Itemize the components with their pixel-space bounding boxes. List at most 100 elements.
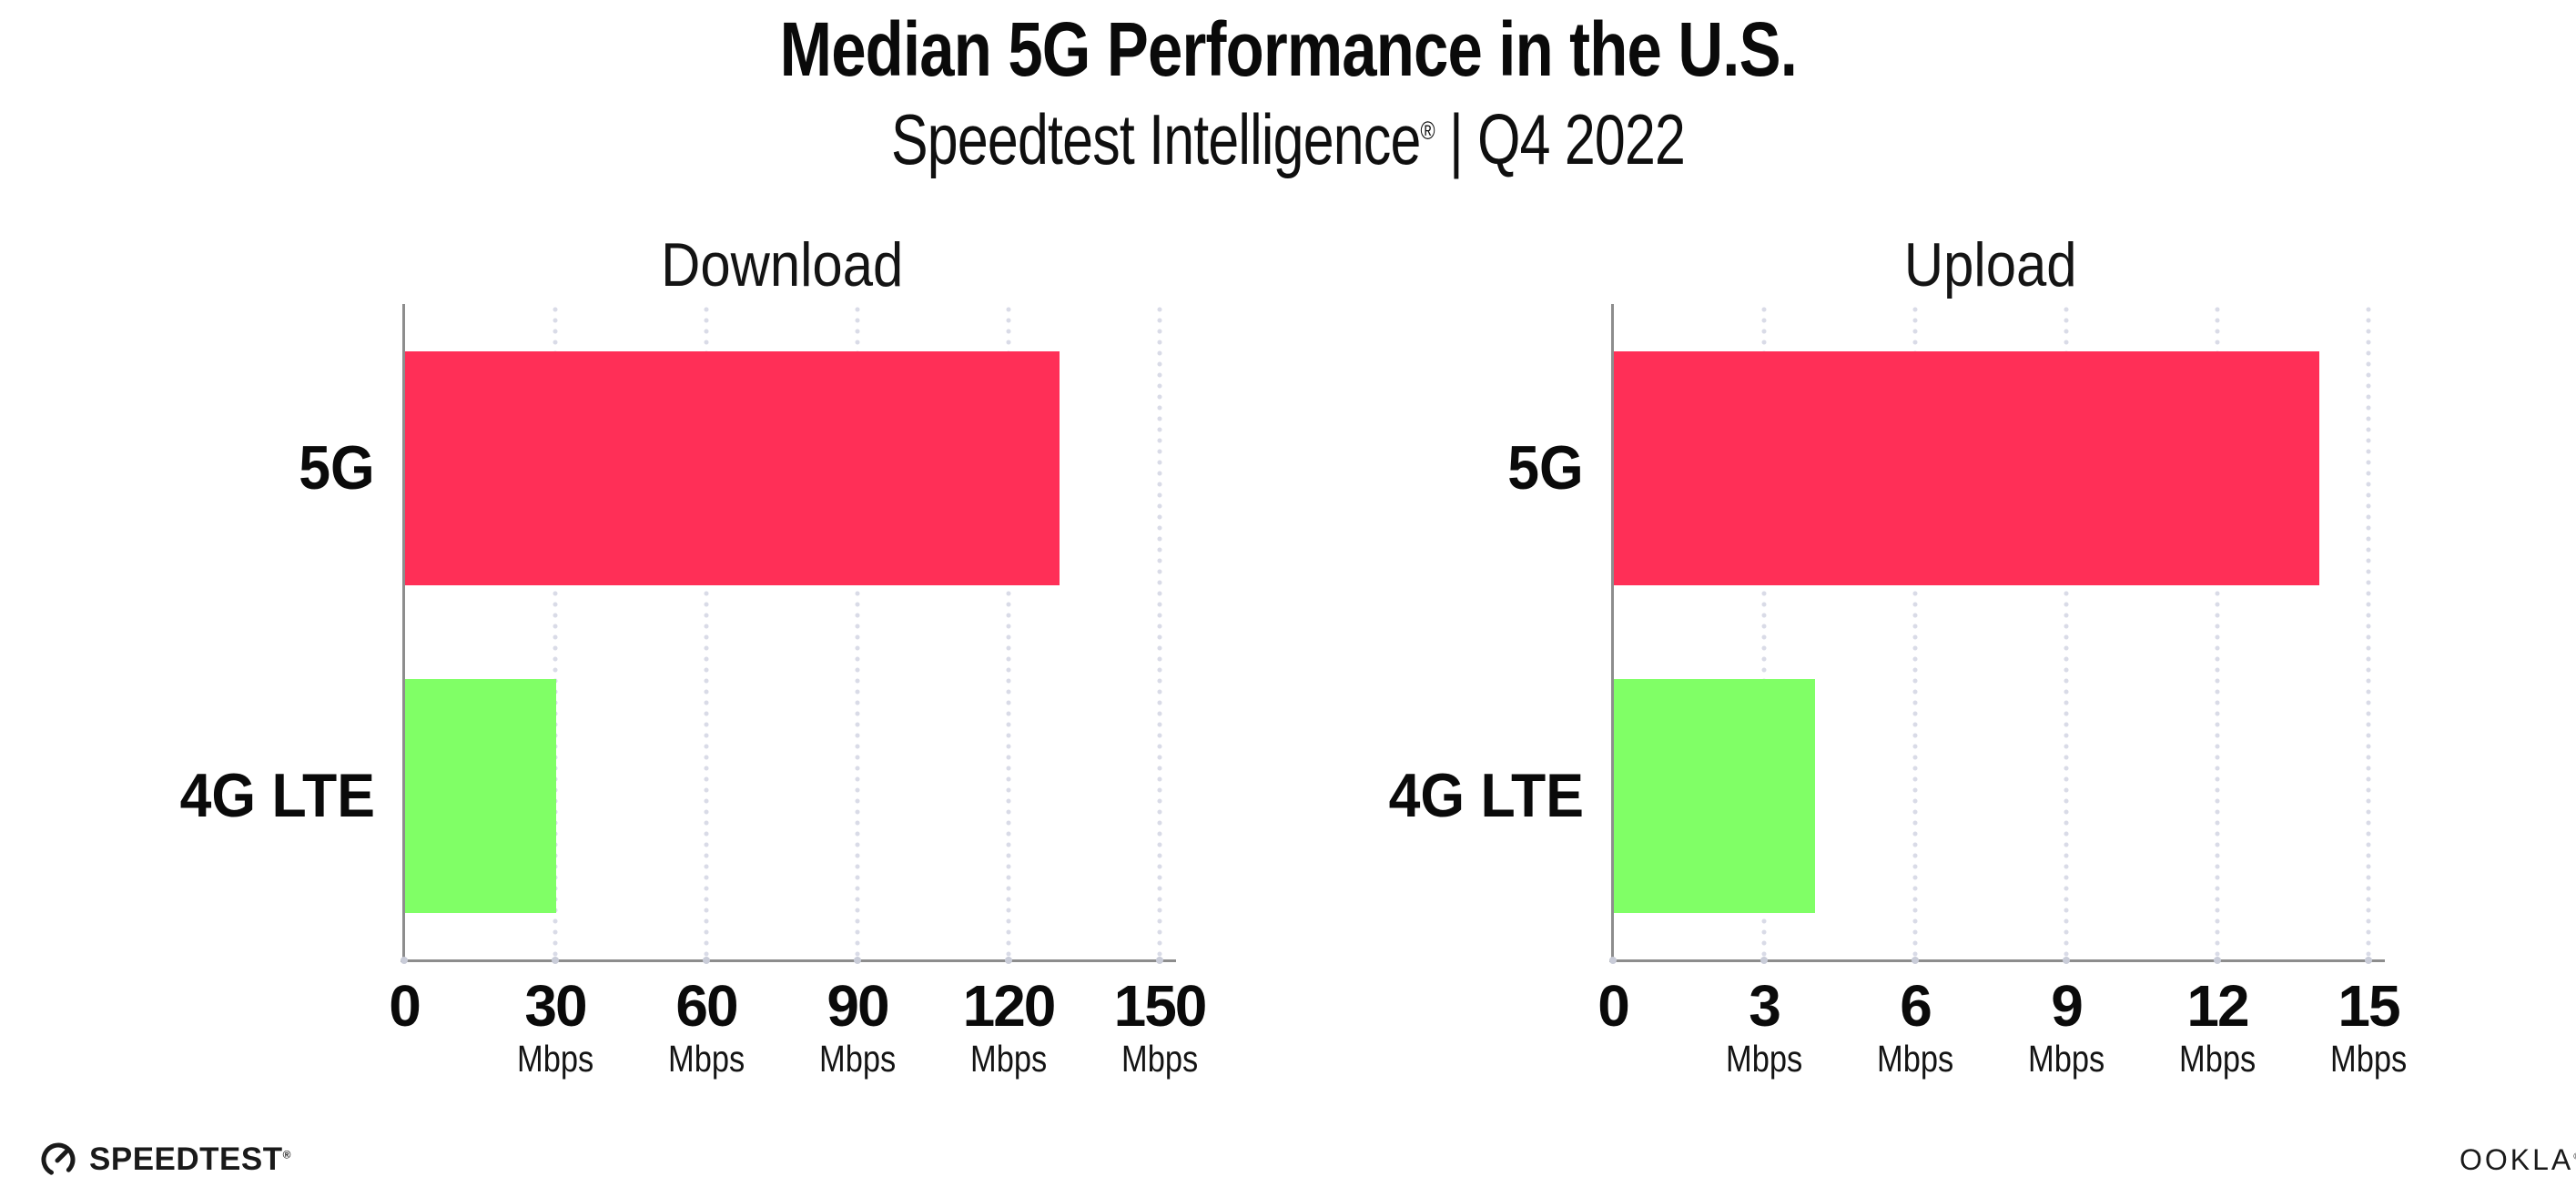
tick-unit-text: Mbps: [2027, 1038, 2105, 1080]
tick-unit-text: Mbps: [2329, 1038, 2408, 1080]
tick-value: 3: [1749, 973, 1781, 1039]
tick-value: 12: [2186, 973, 2249, 1039]
tick-value: 90: [827, 973, 889, 1039]
tick-unit: Mbps: [2117, 1038, 2317, 1089]
gridline: [1006, 304, 1011, 959]
subtitle-text: Speedtest Intelligence® | Q4 2022: [890, 98, 1686, 181]
gridline: [704, 304, 709, 959]
x-tick-label: 6 Mbps: [1815, 974, 2015, 1089]
tick-value: 6: [1900, 973, 1932, 1039]
y-axis-line: [1611, 304, 1614, 961]
tick-value: 0: [389, 973, 421, 1039]
category-label-text: 4G LTE: [179, 761, 375, 830]
category-label-5g: 5G: [1340, 430, 1584, 506]
axis-tick-dot: [1156, 957, 1163, 964]
gridline: [553, 304, 558, 959]
bar-4g-lte: [1614, 678, 1816, 913]
tick-value: 150: [1113, 973, 1208, 1039]
gridline: [1157, 304, 1162, 959]
tick-unit-text: Mbps: [818, 1038, 897, 1080]
gridline: [2215, 304, 2220, 959]
tick-unit-text: Mbps: [1876, 1038, 1954, 1080]
x-tick-label: 150 Mbps: [1060, 974, 1260, 1089]
category-label-4g-lte: 4G LTE: [131, 757, 375, 834]
gridline: [1761, 304, 1767, 959]
x-tick-label: 60 Mbps: [606, 974, 806, 1089]
tick-unit: Mbps: [455, 1038, 655, 1089]
tick-unit-text: Mbps: [667, 1038, 745, 1080]
x-tick-label: 120 Mbps: [908, 974, 1109, 1089]
category-label-text: 5G: [299, 433, 375, 502]
tick-value: 30: [524, 973, 587, 1039]
axis-tick-dot: [2214, 957, 2221, 964]
tick-value: 0: [1597, 973, 1630, 1039]
tick-unit-text: Mbps: [2178, 1038, 2257, 1080]
tick-unit: Mbps: [1664, 1038, 1864, 1089]
tick-unit: Mbps: [1966, 1038, 2166, 1089]
x-tick-label: 9 Mbps: [1966, 974, 2166, 1089]
download-chart: Download 0 30 Mbps 60 Mbps 90 Mbps 120 Mbps 150 Mb…: [131, 230, 1208, 1151]
bar-5g: [1614, 350, 2319, 585]
tick-unit: Mbps: [606, 1038, 806, 1089]
tick-unit-text: Mbps: [1725, 1038, 1803, 1080]
tick-value: 120: [962, 973, 1057, 1039]
x-tick-label: 0: [1513, 974, 1713, 1038]
gridline: [1912, 304, 1918, 959]
registered-mark: ®: [2573, 1151, 2576, 1161]
tick-unit: Mbps: [908, 1038, 1109, 1089]
tick-value: 60: [675, 973, 738, 1039]
bar-5g: [405, 350, 1060, 585]
page-subtitle: Speedtest Intelligence® | Q4 2022: [0, 98, 2576, 181]
tick-unit-text: Mbps: [1121, 1038, 1199, 1080]
category-label-text: 4G LTE: [1388, 761, 1584, 830]
bar-4g-lte: [405, 678, 556, 913]
chart-title-upload: Upload: [1904, 230, 2077, 299]
x-tick-label: 3 Mbps: [1664, 974, 1864, 1089]
axis-tick-dot: [703, 957, 710, 964]
subtitle-brand: Speedtest Intelligence: [890, 99, 1421, 179]
category-label-5g: 5G: [131, 430, 375, 506]
x-tick-label: 90 Mbps: [757, 974, 958, 1089]
y-axis-line: [402, 304, 405, 961]
tick-unit: Mbps: [1815, 1038, 2015, 1089]
tick-unit-text: Mbps: [516, 1038, 594, 1080]
registered-mark: ®: [282, 1148, 291, 1161]
speedtest-logo: SPEEDTEST®: [38, 1138, 291, 1182]
plot-area-download: [401, 304, 1176, 964]
tick-value: 15: [2338, 973, 2400, 1039]
main-title: Median 5G Performance in the U.S.: [779, 6, 1797, 92]
gridline: [2366, 304, 2371, 959]
category-label-text: 5G: [1507, 433, 1584, 502]
axis-tick-dot: [552, 957, 559, 964]
page-title: Median 5G Performance in the U.S.: [0, 5, 2576, 94]
axis-tick-dot: [401, 957, 408, 964]
tick-unit: Mbps: [757, 1038, 958, 1089]
axis-tick-dot: [2063, 957, 2070, 964]
gridline: [2064, 304, 2069, 959]
axis-tick-dot: [1760, 957, 1768, 964]
plot-area-upload: [1609, 304, 2385, 964]
axis-tick-dot: [1912, 957, 1919, 964]
subtitle-period: | Q4 2022: [1434, 99, 1686, 179]
registered-mark: ®: [1420, 117, 1435, 145]
speedtest-wordmark: SPEEDTEST®: [89, 1141, 291, 1177]
category-label-4g-lte: 4G LTE: [1340, 757, 1584, 834]
x-tick-label: 0: [304, 974, 504, 1038]
upload-chart: Upload 0 3 Mbps 6 Mbps 9 Mbps 12 Mbps 15 Mbps 5G 4G …: [1340, 231, 2414, 1151]
ookla-logo: OOKLA®: [2459, 1143, 2576, 1177]
x-axis-line: [401, 959, 1176, 962]
axis-tick-dot: [854, 957, 861, 964]
tick-unit: Mbps: [2268, 1038, 2469, 1089]
chart-title-download: Download: [660, 230, 904, 299]
x-tick-label: 30 Mbps: [455, 974, 655, 1089]
axis-tick-dot: [1609, 957, 1617, 964]
x-axis-line: [1609, 959, 2385, 962]
gridline: [855, 304, 860, 959]
tick-value: 9: [2051, 973, 2084, 1039]
speedtest-gauge-icon: [38, 1140, 78, 1180]
axis-tick-dot: [2365, 957, 2372, 964]
tick-unit-text: Mbps: [969, 1038, 1048, 1080]
x-tick-label: 12 Mbps: [2117, 974, 2317, 1089]
tick-unit: Mbps: [1060, 1038, 1260, 1089]
